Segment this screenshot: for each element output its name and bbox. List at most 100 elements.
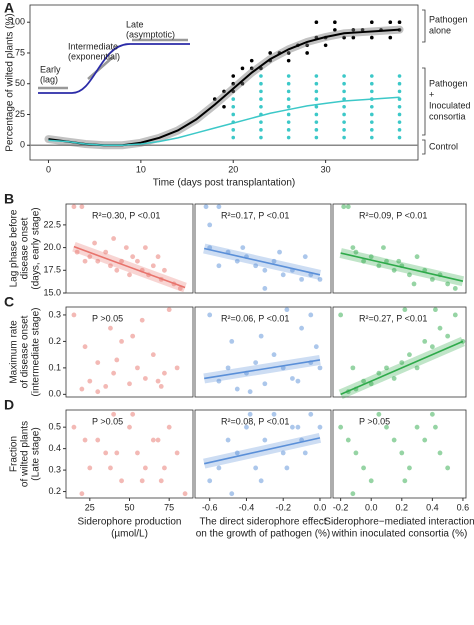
- data-point: [212, 97, 217, 101]
- data-point: [314, 89, 319, 94]
- data-point: [231, 74, 236, 78]
- data-point: [351, 35, 356, 40]
- data-point: [150, 263, 156, 269]
- plot-frame: [65, 306, 194, 398]
- data-point: [162, 267, 167, 273]
- data-point: [284, 307, 290, 313]
- plot-frame: [332, 203, 467, 294]
- data-point: [222, 104, 226, 109]
- data-point: [353, 450, 359, 456]
- data-point: [402, 478, 408, 484]
- data-point: [216, 204, 222, 210]
- data-point: [429, 344, 435, 350]
- data-point: [370, 74, 374, 78]
- x-tick-label: 50: [124, 502, 134, 512]
- data-point: [280, 272, 286, 278]
- data-point: [166, 424, 172, 430]
- data-point: [259, 74, 263, 78]
- data-point: [231, 135, 236, 140]
- data-point: [229, 491, 235, 497]
- data-point: [384, 424, 389, 430]
- data-point: [271, 258, 277, 264]
- data-point: [182, 491, 188, 497]
- data-point: [353, 249, 359, 255]
- x-axis-label: Time (days post transplantation): [153, 178, 295, 189]
- x-tick-label: 10: [136, 164, 146, 174]
- data-point: [103, 249, 109, 255]
- data-point: [87, 465, 93, 471]
- data-point: [207, 478, 213, 484]
- data-point: [244, 424, 249, 430]
- x-axis-label: within inoculated consortia (%): [331, 529, 468, 540]
- data-point: [259, 104, 263, 109]
- inset-curve: [38, 43, 190, 94]
- y-tick-label: 22.5: [43, 219, 61, 229]
- data-point: [391, 437, 397, 443]
- data-point: [139, 317, 145, 323]
- data-point: [253, 360, 259, 365]
- data-point: [262, 437, 268, 443]
- data-point: [262, 381, 268, 387]
- y-axis-label: (Late stage): [31, 427, 42, 480]
- data-point: [317, 424, 323, 430]
- data-point: [286, 97, 291, 101]
- data-point: [314, 74, 319, 78]
- data-point: [407, 352, 412, 358]
- data-point: [345, 204, 351, 210]
- plot-frame: [332, 409, 467, 499]
- group-label: alone: [429, 25, 451, 35]
- data-point: [433, 424, 438, 430]
- data-point: [231, 97, 236, 101]
- data-point: [119, 478, 124, 484]
- x-tick-label: 0: [46, 164, 51, 174]
- data-point: [258, 478, 264, 484]
- data-point: [271, 352, 277, 358]
- data-point: [445, 333, 451, 339]
- data-point: [384, 365, 389, 371]
- data-point: [225, 437, 231, 443]
- data-point: [342, 97, 346, 101]
- plot-frame: [194, 306, 332, 398]
- data-point: [433, 307, 438, 313]
- data-point: [225, 365, 231, 371]
- data-point: [111, 236, 117, 241]
- y-tick-label: 100: [10, 17, 25, 27]
- data-point: [391, 267, 397, 273]
- data-point: [139, 478, 145, 484]
- data-point: [295, 424, 301, 430]
- data-point: [317, 276, 323, 282]
- data-point: [396, 258, 402, 264]
- data-point: [231, 112, 236, 117]
- data-point: [79, 386, 85, 392]
- data-point: [114, 450, 120, 456]
- y-tick-label: 17.5: [43, 265, 61, 275]
- data-point: [338, 424, 344, 430]
- data-point: [247, 389, 253, 395]
- data-point: [258, 333, 264, 339]
- data-point: [399, 450, 405, 456]
- data-point: [247, 411, 253, 417]
- y-tick-label: 50: [15, 78, 25, 88]
- data-point: [388, 20, 393, 25]
- data-point: [314, 104, 319, 109]
- data-point: [262, 267, 268, 273]
- data-point: [95, 360, 101, 365]
- data-point: [313, 344, 319, 350]
- group-brackets: [422, 9, 426, 155]
- x-tick-label: -0.2: [333, 502, 349, 512]
- data-point: [317, 365, 323, 371]
- group-label: Inoculated: [429, 100, 471, 110]
- data-point: [302, 254, 308, 260]
- data-point: [268, 51, 272, 55]
- data-point: [71, 204, 77, 210]
- data-point: [308, 411, 314, 417]
- inset-label: Early: [40, 64, 61, 74]
- data-point: [259, 89, 263, 94]
- data-point: [305, 51, 309, 55]
- y-tick-label: 0.2: [48, 336, 61, 346]
- data-point: [370, 112, 374, 117]
- data-point: [360, 28, 365, 32]
- fit-line: [73, 245, 186, 289]
- data-point: [240, 245, 246, 250]
- data-point: [308, 312, 314, 318]
